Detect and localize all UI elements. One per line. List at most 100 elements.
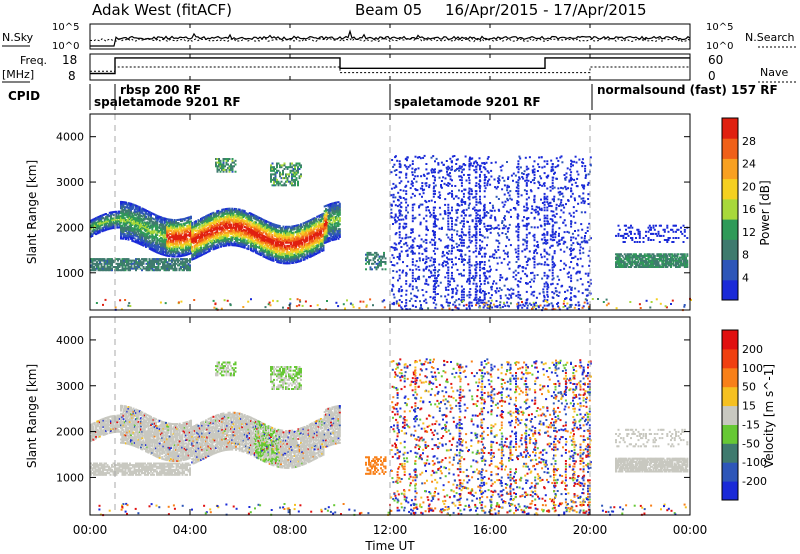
rti-cell <box>96 221 99 224</box>
rti-cell <box>121 224 124 227</box>
rti-cell <box>526 304 529 307</box>
rti-cell <box>135 228 137 231</box>
rti-cell <box>187 221 190 224</box>
rti-cell <box>166 242 169 244</box>
rti-cell <box>230 237 232 240</box>
rti-cell <box>263 237 266 239</box>
rti-cell <box>231 210 234 213</box>
rti-cell <box>297 244 300 247</box>
rti-cell <box>295 178 298 181</box>
rti-cell <box>303 255 306 258</box>
rti-cell <box>131 208 134 210</box>
rti-cell <box>185 242 187 245</box>
rti-cell <box>275 255 277 258</box>
rti-cell <box>128 202 131 205</box>
rti-cell <box>260 254 262 257</box>
rti-cell <box>125 209 127 212</box>
rti-cell <box>126 228 129 231</box>
rti-cell <box>228 214 231 217</box>
rti-cell <box>181 232 184 235</box>
rti-cell <box>147 236 150 239</box>
rti-cell <box>240 237 242 240</box>
rti-cell <box>278 247 281 250</box>
rti-cell <box>320 242 322 245</box>
rti-cell <box>212 215 215 217</box>
rti-cell <box>195 255 197 258</box>
rti-cell <box>160 249 162 252</box>
rti-cell <box>247 246 250 249</box>
rti-cell <box>112 219 115 221</box>
rti-cell <box>256 242 259 245</box>
rti-cell <box>221 227 224 230</box>
rti-cell <box>248 216 251 219</box>
rti-cell <box>286 241 289 244</box>
rti-cell <box>499 297 502 300</box>
rti-cell <box>270 242 272 245</box>
rti-cell <box>236 222 239 225</box>
rti-cell <box>523 205 526 208</box>
rti-cell <box>133 231 136 234</box>
rti-cell <box>156 233 159 236</box>
rti-cell <box>267 240 270 243</box>
rti-cell <box>266 239 269 242</box>
rti-cell <box>285 246 287 249</box>
rti-cell <box>148 236 151 239</box>
rti-cell <box>190 237 192 240</box>
rti-cell <box>226 207 229 210</box>
rti-cell <box>108 227 111 230</box>
rti-cell <box>122 237 125 240</box>
rti-cell <box>262 242 265 245</box>
rti-cell <box>163 219 166 222</box>
rti-cell <box>306 220 309 223</box>
rti-cell <box>266 242 269 245</box>
rti-cell <box>93 230 96 233</box>
rti-cell <box>190 223 192 226</box>
rti-cell <box>291 249 294 252</box>
rti-cell <box>291 258 294 261</box>
rti-cell <box>442 176 445 179</box>
rti-cell <box>532 280 535 283</box>
rti-cell <box>183 249 186 252</box>
rti-cell <box>232 217 235 220</box>
rti-cell <box>247 240 250 243</box>
rti-cell <box>293 258 296 261</box>
rti-cell <box>145 215 147 218</box>
rti-cell <box>218 228 221 231</box>
rti-cell <box>297 182 299 185</box>
rti-cell <box>291 227 294 230</box>
rti-cell <box>297 251 300 254</box>
rti-cell <box>150 215 152 218</box>
rti-cell <box>180 237 182 240</box>
rti-cell <box>512 275 515 278</box>
rti-cell <box>138 217 141 220</box>
rti-cell <box>497 177 500 180</box>
rti-cell <box>92 223 95 226</box>
rti-cell <box>230 241 232 243</box>
rti-cell <box>236 216 239 219</box>
rti-cell <box>282 262 285 265</box>
rti-cell <box>281 254 284 257</box>
rti-cell <box>230 231 232 234</box>
rti-cell <box>282 259 285 261</box>
rti-cell <box>316 230 319 233</box>
rti-cell <box>138 242 141 245</box>
rti-cell <box>98 220 101 223</box>
rti-cell <box>172 252 175 255</box>
rti-cell <box>200 238 202 241</box>
rti-cell <box>208 215 211 218</box>
rti-cell <box>191 236 194 239</box>
rti-cell <box>281 260 284 263</box>
rti-cell <box>230 239 232 242</box>
rti-cell <box>202 253 205 256</box>
rti-cell <box>306 222 309 225</box>
rti-cell <box>302 255 305 258</box>
rti-cell <box>147 229 150 232</box>
rti-cell <box>195 239 197 242</box>
rti-cell <box>152 237 155 239</box>
rti-cell <box>145 226 147 229</box>
rti-cell <box>271 241 274 244</box>
rti-cell <box>245 213 247 216</box>
rti-cell <box>395 270 398 273</box>
rti-cell <box>286 260 289 263</box>
rti-cell <box>145 228 147 231</box>
